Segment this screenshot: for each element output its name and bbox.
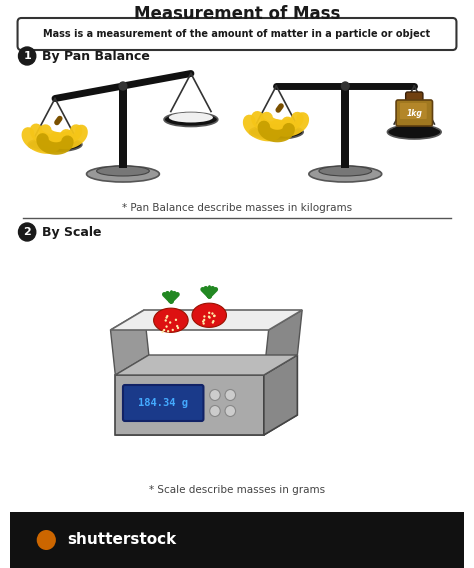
Polygon shape — [154, 308, 188, 332]
Polygon shape — [110, 310, 149, 375]
Circle shape — [202, 320, 204, 323]
Circle shape — [162, 331, 164, 333]
Circle shape — [210, 390, 220, 400]
Circle shape — [18, 47, 36, 65]
Circle shape — [163, 329, 165, 331]
Ellipse shape — [164, 112, 218, 127]
Ellipse shape — [169, 112, 213, 123]
Circle shape — [177, 327, 179, 329]
Ellipse shape — [33, 137, 77, 148]
Text: Mass is a measurement of the amount of matter in a particle or object: Mass is a measurement of the amount of m… — [44, 29, 430, 39]
Circle shape — [202, 322, 205, 325]
Circle shape — [119, 82, 127, 90]
Ellipse shape — [118, 83, 128, 89]
Text: 1kg: 1kg — [406, 108, 422, 118]
Ellipse shape — [87, 166, 159, 182]
FancyBboxPatch shape — [406, 92, 423, 106]
Bar — [341, 86, 349, 168]
Polygon shape — [264, 355, 297, 435]
Circle shape — [175, 319, 177, 321]
Ellipse shape — [249, 125, 303, 139]
Polygon shape — [115, 375, 264, 435]
Polygon shape — [110, 310, 302, 330]
Circle shape — [225, 390, 236, 400]
Text: 184.34 g: 184.34 g — [138, 398, 188, 408]
Circle shape — [176, 325, 178, 327]
Polygon shape — [264, 310, 302, 375]
Ellipse shape — [254, 125, 298, 135]
Text: * Scale describe masses in grams: * Scale describe masses in grams — [149, 485, 325, 495]
Text: shutterstock: shutterstock — [67, 533, 177, 548]
Circle shape — [18, 223, 36, 241]
Circle shape — [166, 315, 168, 318]
Ellipse shape — [319, 166, 372, 176]
Circle shape — [211, 312, 214, 315]
Circle shape — [203, 315, 206, 318]
Circle shape — [164, 319, 167, 321]
Circle shape — [169, 321, 171, 324]
Circle shape — [213, 315, 216, 317]
Circle shape — [209, 316, 211, 319]
Text: By Scale: By Scale — [43, 225, 102, 239]
Circle shape — [203, 319, 205, 321]
Circle shape — [36, 530, 56, 550]
Circle shape — [165, 316, 168, 319]
Circle shape — [172, 329, 174, 331]
FancyBboxPatch shape — [400, 103, 427, 119]
Text: Measurement of Mass: Measurement of Mass — [134, 5, 340, 23]
FancyBboxPatch shape — [123, 385, 203, 421]
Ellipse shape — [97, 166, 149, 176]
Ellipse shape — [28, 137, 82, 152]
Polygon shape — [192, 303, 227, 327]
Text: 2: 2 — [23, 227, 31, 237]
Ellipse shape — [392, 125, 437, 135]
Polygon shape — [115, 415, 297, 435]
Ellipse shape — [340, 83, 350, 89]
Circle shape — [213, 315, 215, 317]
Circle shape — [165, 325, 168, 328]
Circle shape — [341, 82, 349, 90]
FancyBboxPatch shape — [396, 100, 432, 126]
Circle shape — [225, 406, 236, 416]
Circle shape — [212, 320, 215, 323]
Circle shape — [208, 312, 210, 314]
Circle shape — [212, 321, 214, 324]
Text: By Pan Balance: By Pan Balance — [43, 49, 150, 62]
Text: * Pan Balance describe masses in kilograms: * Pan Balance describe masses in kilogra… — [122, 203, 352, 213]
Ellipse shape — [387, 125, 441, 139]
Bar — [10, 512, 464, 568]
Circle shape — [210, 406, 220, 416]
Circle shape — [208, 315, 210, 318]
Ellipse shape — [309, 166, 382, 182]
Polygon shape — [115, 355, 297, 375]
FancyBboxPatch shape — [18, 18, 456, 50]
Text: 1: 1 — [23, 51, 31, 61]
Circle shape — [167, 330, 169, 332]
Bar — [119, 86, 127, 168]
